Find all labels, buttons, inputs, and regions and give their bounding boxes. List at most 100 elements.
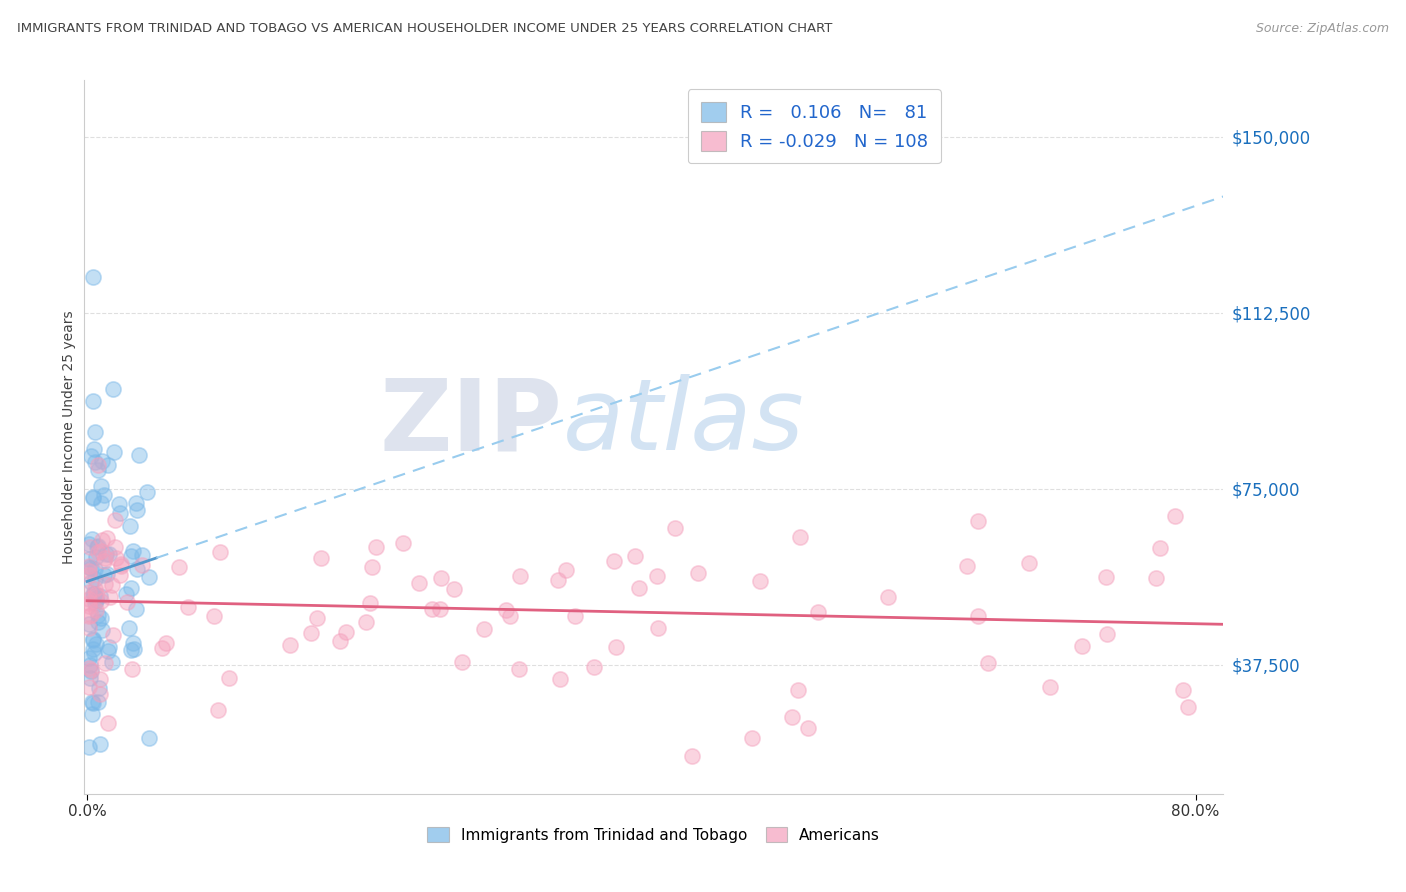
Point <box>82 490 104 504</box>
Point <box>329 634 352 648</box>
Point <box>84 596 107 610</box>
Point <box>103 512 125 526</box>
Point <box>91 623 114 637</box>
Point <box>554 563 576 577</box>
Point <box>90 454 112 468</box>
Point <box>1149 541 1171 556</box>
Point <box>96 547 118 561</box>
Point <box>100 578 122 592</box>
Point <box>90 594 112 608</box>
Point <box>603 554 626 568</box>
Point <box>121 662 143 676</box>
Point <box>84 591 107 605</box>
Point <box>94 550 117 565</box>
Point <box>135 485 157 500</box>
Point <box>299 626 322 640</box>
Point <box>82 706 104 721</box>
Point <box>86 695 108 709</box>
Point <box>1018 556 1040 570</box>
Point <box>79 596 101 610</box>
Point <box>93 567 115 582</box>
Point <box>564 609 586 624</box>
Point <box>80 561 103 575</box>
Point <box>82 633 104 648</box>
Point <box>101 382 124 396</box>
Point <box>150 641 173 656</box>
Point <box>79 560 101 574</box>
Point <box>335 624 357 639</box>
Point <box>664 521 686 535</box>
Point <box>77 585 100 599</box>
Point <box>451 656 474 670</box>
Point <box>796 721 818 735</box>
Point <box>84 562 107 576</box>
Point <box>955 559 977 574</box>
Point <box>118 519 141 533</box>
Point <box>1071 640 1094 654</box>
Point <box>79 657 101 672</box>
Point <box>97 458 120 473</box>
Point <box>93 576 115 591</box>
Point <box>86 539 108 553</box>
Point <box>96 531 118 545</box>
Point <box>83 646 105 660</box>
Point <box>98 640 121 654</box>
Point <box>77 608 100 623</box>
Point <box>80 533 103 547</box>
Point <box>97 643 120 657</box>
Point <box>977 656 1000 670</box>
Point <box>82 642 104 657</box>
Point <box>354 615 377 629</box>
Point <box>89 688 111 702</box>
Point <box>1163 509 1185 524</box>
Point <box>80 695 103 709</box>
Point <box>82 270 104 285</box>
Point <box>77 552 100 566</box>
Point <box>967 514 990 528</box>
Point <box>420 601 443 615</box>
Point <box>101 655 124 669</box>
Point <box>90 533 112 547</box>
Point <box>807 605 830 619</box>
Point <box>86 540 108 554</box>
Point <box>86 458 108 472</box>
Text: Source: ZipAtlas.com: Source: ZipAtlas.com <box>1256 22 1389 36</box>
Point <box>84 582 107 596</box>
Point <box>83 454 105 468</box>
Point <box>202 609 225 624</box>
Point <box>86 587 108 601</box>
Point <box>77 537 100 551</box>
Point <box>108 506 131 520</box>
Point <box>967 609 990 624</box>
Point <box>122 642 145 657</box>
Point <box>122 544 145 558</box>
Point <box>120 549 142 563</box>
Point <box>392 535 415 549</box>
Point <box>77 617 100 632</box>
Point <box>83 442 105 456</box>
Point <box>443 582 465 596</box>
Point <box>80 607 103 622</box>
Point <box>118 621 141 635</box>
Text: ZIP: ZIP <box>380 375 562 471</box>
Point <box>89 737 111 751</box>
Point <box>138 731 160 746</box>
Point <box>82 491 104 505</box>
Point <box>89 681 111 696</box>
Point <box>82 587 104 601</box>
Point <box>207 702 229 716</box>
Point <box>408 576 430 591</box>
Point <box>582 660 605 674</box>
Point <box>80 575 103 590</box>
Point <box>80 449 103 463</box>
Point <box>83 587 105 601</box>
Point <box>548 672 571 686</box>
Point <box>127 562 149 576</box>
Point <box>1144 571 1167 585</box>
Point <box>131 558 153 572</box>
Point <box>509 569 531 583</box>
Point <box>79 591 101 606</box>
Point <box>1094 570 1116 584</box>
Point <box>647 621 669 635</box>
Point <box>125 496 148 510</box>
